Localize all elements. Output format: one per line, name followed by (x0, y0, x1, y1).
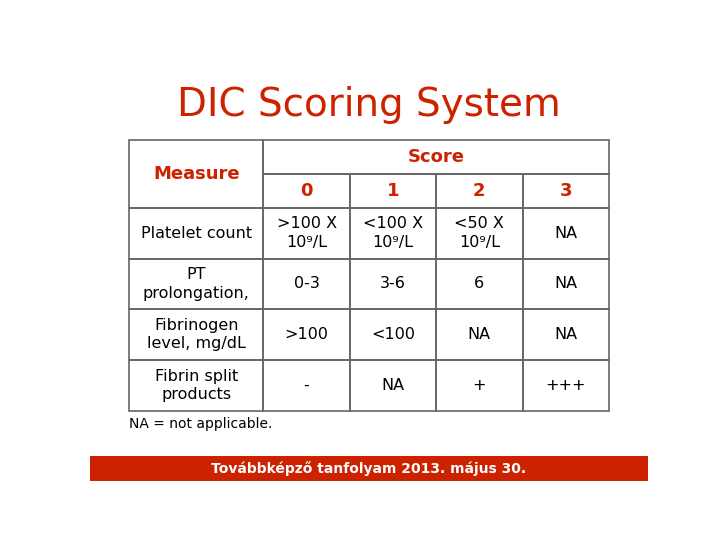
Text: <100 X
10⁹/L: <100 X 10⁹/L (363, 217, 423, 250)
Bar (264, 140, 609, 174)
Text: Fibrinogen
level, mg/dL: Fibrinogen level, mg/dL (147, 318, 246, 352)
Text: >100 X
10⁹/L: >100 X 10⁹/L (276, 217, 337, 250)
Bar (264, 309, 350, 360)
Text: 3: 3 (559, 182, 572, 200)
Bar (129, 140, 264, 208)
Bar (264, 208, 350, 259)
Text: NA: NA (468, 327, 491, 342)
Text: Továbbképző tanfolyam 2013. május 30.: Továbbképző tanfolyam 2013. május 30. (212, 461, 526, 476)
Text: NA: NA (382, 378, 405, 393)
Text: 2: 2 (473, 182, 485, 200)
Bar (436, 360, 523, 411)
Bar (350, 360, 436, 411)
Bar (350, 208, 436, 259)
Text: NA: NA (554, 276, 577, 292)
Text: 0: 0 (300, 182, 313, 200)
Bar (129, 259, 264, 309)
Text: Measure: Measure (153, 165, 240, 183)
Bar (523, 208, 609, 259)
Bar (264, 174, 350, 208)
Bar (129, 360, 264, 411)
Bar (129, 208, 264, 259)
Text: 0-3: 0-3 (294, 276, 320, 292)
Bar (523, 309, 609, 360)
Bar (264, 360, 350, 411)
Text: 1: 1 (387, 182, 400, 200)
Text: +++: +++ (546, 378, 586, 393)
Text: <50 X
10⁹/L: <50 X 10⁹/L (454, 217, 504, 250)
Text: 6: 6 (474, 276, 485, 292)
Bar (129, 309, 264, 360)
Bar (436, 174, 523, 208)
Text: NA: NA (554, 327, 577, 342)
Bar (350, 259, 436, 309)
Bar (523, 174, 609, 208)
Text: >100: >100 (284, 327, 328, 342)
Text: PT
prolongation,: PT prolongation, (143, 267, 250, 301)
Bar (264, 259, 350, 309)
Bar (523, 360, 609, 411)
Text: -: - (304, 378, 310, 393)
Text: <100: <100 (371, 327, 415, 342)
Bar (350, 174, 436, 208)
Text: +: + (472, 378, 486, 393)
Text: Fibrin split
products: Fibrin split products (155, 369, 238, 402)
Bar (436, 309, 523, 360)
Bar (90, 456, 648, 481)
Text: 3-6: 3-6 (380, 276, 406, 292)
Bar (350, 309, 436, 360)
Text: DIC Scoring System: DIC Scoring System (177, 85, 561, 124)
Bar (436, 208, 523, 259)
Text: Score: Score (408, 148, 464, 166)
Bar (436, 259, 523, 309)
Text: Platelet count: Platelet count (140, 226, 252, 241)
Text: NA: NA (554, 226, 577, 241)
Text: NA = not applicable.: NA = not applicable. (129, 417, 272, 431)
Bar (523, 259, 609, 309)
